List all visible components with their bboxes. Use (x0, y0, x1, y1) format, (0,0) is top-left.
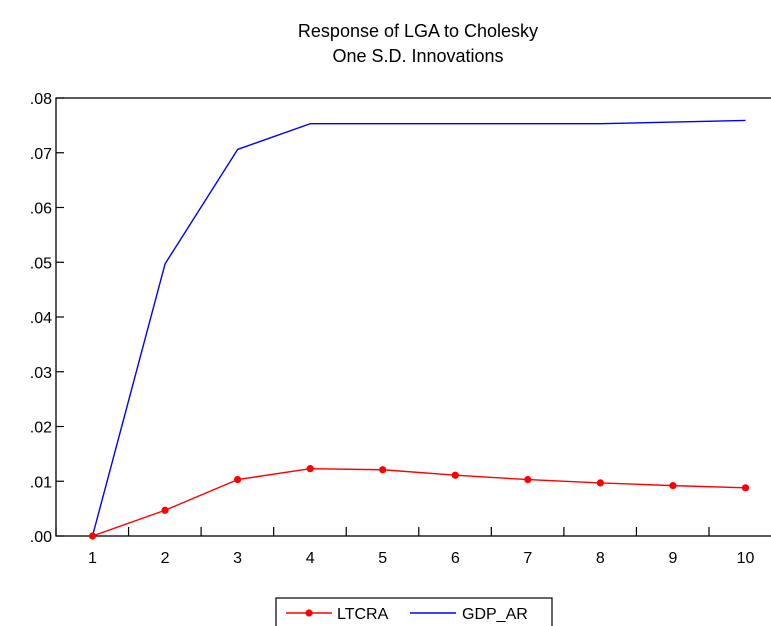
x-tick-label: 7 (523, 550, 532, 567)
x-tick-label: 4 (306, 550, 315, 567)
y-tick-label: .00 (30, 529, 52, 546)
data-point-ltcra (234, 476, 242, 484)
data-point-ltcra (741, 484, 750, 492)
data-point-ltcra (379, 466, 387, 474)
legend-label-ltcra: LTCRA (337, 606, 389, 623)
data-point-ltcra (161, 506, 169, 514)
series-line-gdp-ar (91, 119, 746, 537)
x-tick-label: 8 (596, 550, 605, 567)
plot-frame (55, 97, 771, 537)
x-tick-label: 6 (451, 550, 460, 567)
y-tick-label: .03 (30, 365, 52, 382)
chart-title-line-1: Response of LGA to Cholesky (298, 21, 538, 41)
data-point-ltcra (596, 479, 604, 487)
series-line-ltcra (92, 467, 746, 537)
y-tick-label: .01 (30, 474, 52, 491)
x-tick-label: 10 (737, 550, 755, 567)
y-tick-label: .08 (30, 91, 52, 108)
data-point-ltcra (451, 471, 459, 479)
x-axis: 1 2 3 4 5 6 7 8 9 10 (55, 527, 755, 567)
y-tick-label: .06 (30, 201, 52, 218)
data-point-ltcra (669, 482, 677, 490)
x-tick-label: 5 (378, 550, 387, 567)
y-axis: .00 .01 .02 .03 .04 .05 .06 .07 .08 (30, 91, 64, 546)
x-tick-label: 9 (668, 550, 677, 567)
y-tick-label: .02 (30, 420, 52, 437)
data-point-ltcra (306, 465, 314, 473)
x-tick-label: 1 (88, 550, 97, 567)
legend-box (275, 597, 553, 626)
data-point-ltcra (88, 532, 97, 540)
x-tick-label: 2 (161, 550, 170, 567)
legend-marker-ltcra (305, 609, 313, 617)
y-tick-label: .04 (30, 310, 52, 327)
legend: LTCRA GDP_AR (275, 597, 553, 626)
y-tick-label: .07 (30, 146, 52, 163)
series-layer (88, 119, 750, 540)
data-point-ltcra (524, 476, 532, 484)
y-tick-label: .05 (30, 255, 52, 272)
x-tick-label: 3 (233, 550, 242, 567)
chart-title-line-2: One S.D. Innovations (332, 46, 503, 66)
legend-label-gdp-ar: GDP_AR (462, 606, 528, 623)
